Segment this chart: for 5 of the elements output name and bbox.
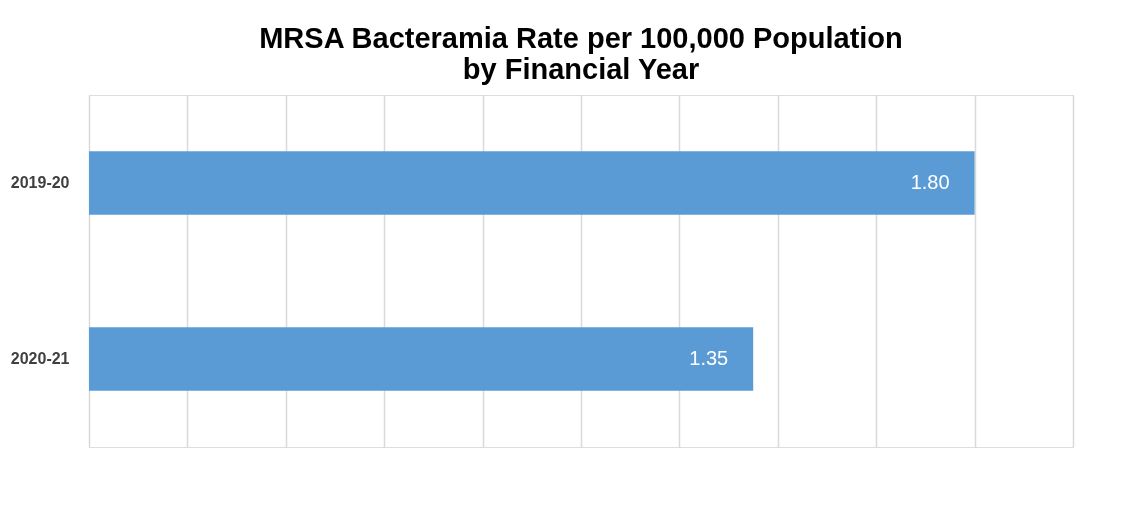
chart-title: MRSA Bacteramia Rate per 100,000 Population by Financial Year [259, 22, 903, 85]
y-tick-label: 2019-20 [10, 174, 70, 191]
data-label: 1.80 [910, 171, 950, 193]
y-tick-label: 2020-21 [10, 350, 70, 367]
data-label: 1.35 [689, 347, 729, 369]
